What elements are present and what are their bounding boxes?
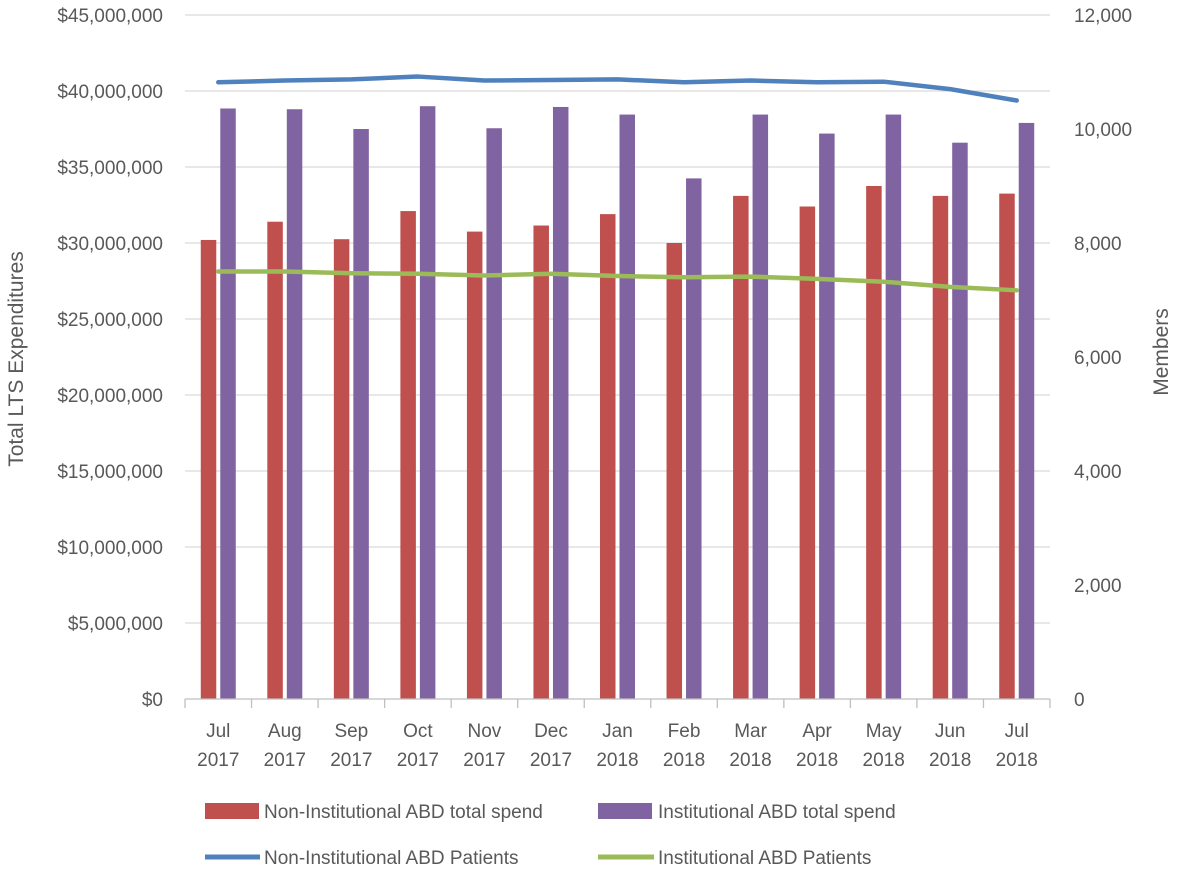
- y-tick-label: $5,000,000: [68, 614, 163, 635]
- bar: [752, 114, 769, 699]
- x-tick-label-month: Sep: [334, 721, 368, 742]
- y-tick-label: $20,000,000: [57, 386, 163, 407]
- x-tick-label-month: Jul: [1005, 721, 1029, 742]
- x-tick-label-year: 2018: [596, 750, 638, 771]
- y-tick-label: $40,000,000: [57, 82, 163, 103]
- bar: [286, 109, 303, 700]
- bar: [819, 133, 835, 699]
- bar: [400, 211, 416, 699]
- bar: [333, 239, 350, 699]
- legend: Non-Institutional ABD total spend Institu…: [205, 802, 896, 869]
- bar: [220, 108, 236, 700]
- bar: [419, 106, 436, 699]
- x-tick-label-month: Jul: [206, 721, 230, 742]
- legend-label: Non-Institutional ABD total spend: [264, 802, 543, 823]
- series-line: [216, 269, 1019, 293]
- lines: [216, 74, 1019, 293]
- bar: [267, 221, 283, 699]
- bar: [200, 239, 217, 699]
- bar: [866, 186, 882, 699]
- bar: [799, 206, 816, 699]
- x-axis: Jul 2017 Aug 2017 Sep 2017 Oct 2017 Nov 2017 Dec 20…: [184, 698, 1051, 771]
- y-tick-label: $35,000,000: [57, 158, 163, 179]
- bar: [466, 231, 483, 699]
- bar: [885, 114, 902, 699]
- bar: [686, 178, 702, 699]
- bar: [552, 106, 569, 699]
- y-tick-label: $10,000,000: [57, 538, 163, 559]
- x-tick-label-month: May: [866, 721, 902, 742]
- y2-tick-label: 12,000: [1074, 6, 1132, 27]
- series-line: [216, 74, 1019, 103]
- x-tick-label-month: Feb: [668, 721, 701, 742]
- bar: [533, 225, 549, 699]
- x-tick-label-month: Oct: [403, 721, 433, 742]
- x-tick-label-year: 2017: [197, 750, 239, 771]
- bar: [353, 129, 369, 699]
- legend-swatch: [598, 803, 652, 819]
- y-axis-primary: $0 $5,000,000 $10,000,000 $15,000,000 $20,00…: [57, 6, 163, 711]
- x-tick-label-year: 2017: [397, 750, 439, 771]
- x-tick-label-year: 2017: [330, 750, 372, 771]
- y-tick-label: $0: [142, 690, 163, 711]
- y-tick-label: $30,000,000: [57, 234, 163, 255]
- y-tick-label: $45,000,000: [57, 6, 163, 27]
- bar: [619, 114, 635, 699]
- x-tick-label-month: Nov: [468, 721, 502, 742]
- y2-axis-title: Members: [1150, 308, 1173, 396]
- x-tick-label-month: Mar: [734, 721, 767, 742]
- x-tick-label-year: 2018: [663, 750, 705, 771]
- x-tick-label-year: 2018: [729, 750, 771, 771]
- y-tick-label: $15,000,000: [57, 462, 163, 483]
- y-axis-secondary: 0 2,000 4,000 6,000 8,000 10,000 12,000: [1074, 6, 1132, 711]
- x-tick-label-month: Aug: [268, 721, 302, 742]
- y2-tick-label: 10,000: [1074, 120, 1132, 141]
- y-axis-title: Total LTS Expenditures: [5, 251, 28, 467]
- y2-tick-label: 4,000: [1074, 462, 1122, 483]
- bar: [932, 195, 949, 699]
- x-tick-label-year: 2018: [863, 750, 905, 771]
- bar: [486, 128, 502, 700]
- bar: [733, 195, 749, 699]
- bar: [1018, 122, 1035, 700]
- x-tick-label-month: Apr: [802, 721, 832, 742]
- x-tick-label-year: 2018: [796, 750, 838, 771]
- y2-tick-label: 6,000: [1074, 348, 1122, 369]
- bar: [952, 142, 968, 699]
- x-tick-label-year: 2018: [929, 750, 971, 771]
- bar: [999, 193, 1015, 699]
- bar: [600, 214, 616, 699]
- x-tick-label-month: Jun: [935, 721, 966, 742]
- y2-tick-label: 0: [1074, 690, 1085, 711]
- legend-label: Institutional ABD total spend: [658, 802, 896, 823]
- legend-swatch: [205, 803, 259, 819]
- x-tick-label-month: Dec: [534, 721, 568, 742]
- bar: [666, 243, 683, 699]
- x-tick-label-month: Jan: [602, 721, 633, 742]
- y2-tick-label: 8,000: [1074, 234, 1122, 255]
- x-tick-label-year: 2017: [264, 750, 306, 771]
- x-tick-label-year: 2017: [463, 750, 505, 771]
- gridlines: [185, 14, 1050, 624]
- x-tick-label-year: 2018: [996, 750, 1038, 771]
- y-tick-label: $25,000,000: [57, 310, 163, 331]
- legend-label: Non-Institutional ABD Patients: [264, 848, 519, 869]
- x-tick-label-year: 2017: [530, 750, 572, 771]
- bars: [200, 106, 1035, 700]
- legend-label: Institutional ABD Patients: [658, 848, 871, 869]
- y2-tick-label: 2,000: [1074, 576, 1122, 597]
